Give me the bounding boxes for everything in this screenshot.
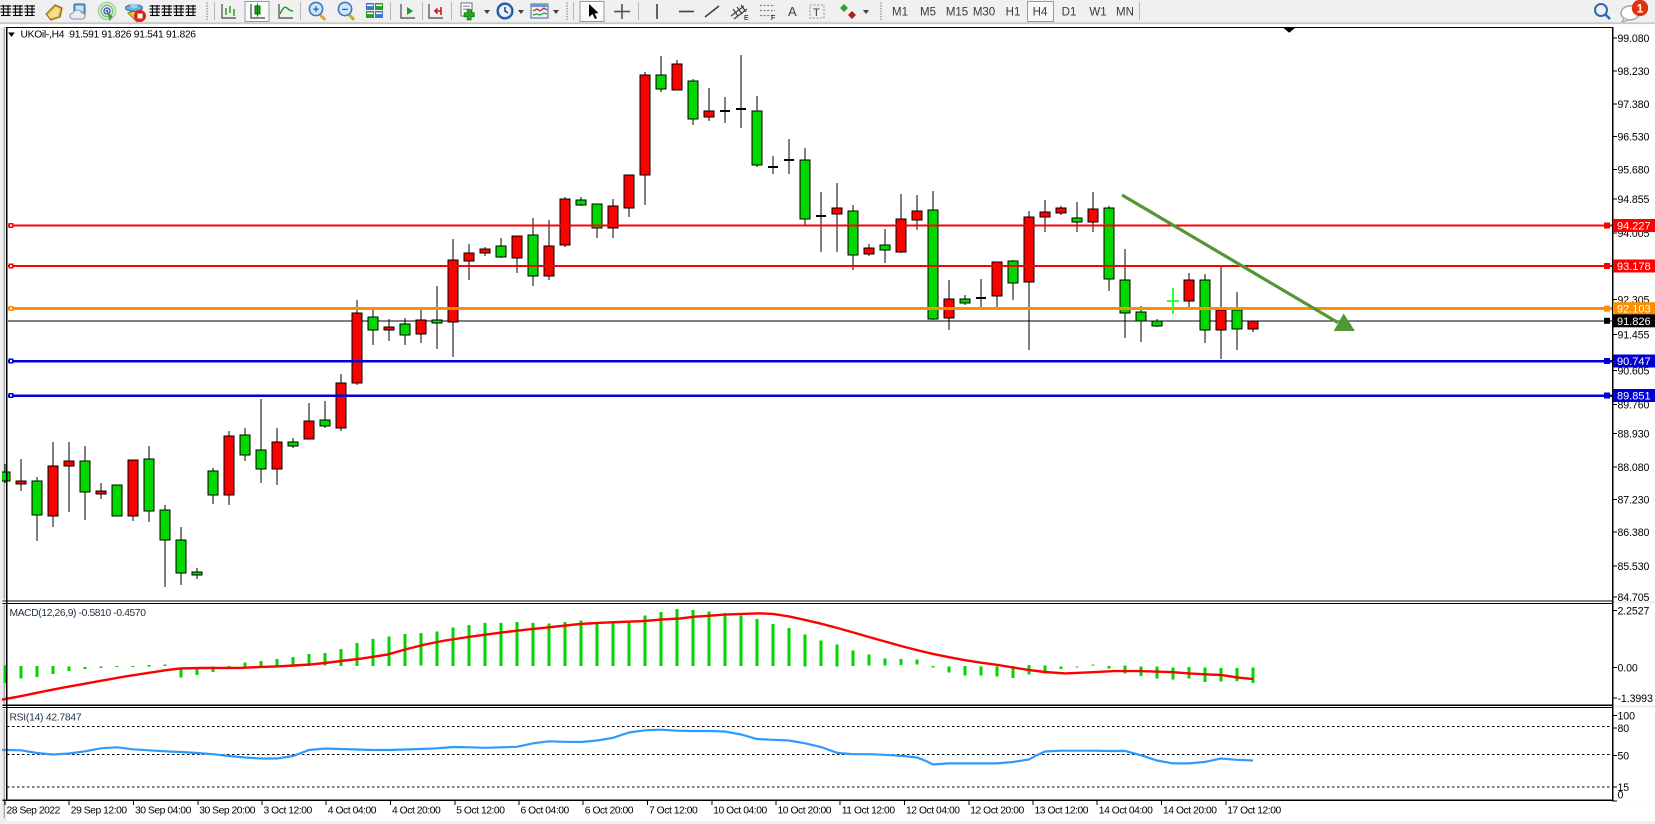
svg-text:2.2527: 2.2527 xyxy=(1618,605,1650,617)
svg-text:100: 100 xyxy=(1618,711,1636,723)
svg-text:M1: M1 xyxy=(892,7,908,19)
svg-text:H1: H1 xyxy=(1006,7,1021,19)
svg-text:50: 50 xyxy=(1618,751,1630,763)
svg-text:0: 0 xyxy=(1618,790,1624,802)
svg-text:10 Oct 04:00: 10 Oct 04:00 xyxy=(713,806,767,817)
svg-text:12 Oct 20:00: 12 Oct 20:00 xyxy=(970,806,1024,817)
svg-text:T: T xyxy=(813,7,820,19)
svg-text:93.178: 93.178 xyxy=(1617,261,1651,273)
svg-text:5 Oct 12:00: 5 Oct 12:00 xyxy=(456,806,505,817)
svg-text:28 Sep 2022: 28 Sep 2022 xyxy=(7,806,61,817)
svg-text:95.680: 95.680 xyxy=(1618,165,1650,177)
svg-text:89.851: 89.851 xyxy=(1617,391,1651,403)
svg-text:MACD(12,26,9) -0.5810 -0.4570: MACD(12,26,9) -0.5810 -0.4570 xyxy=(10,608,147,619)
svg-text:−: − xyxy=(342,4,348,16)
svg-text:-1.3993: -1.3993 xyxy=(1618,693,1653,705)
svg-text:12 Oct 04:00: 12 Oct 04:00 xyxy=(906,806,960,817)
svg-text:+: + xyxy=(313,4,319,16)
svg-text:98.230: 98.230 xyxy=(1618,66,1650,78)
svg-text:29 Sep 12:00: 29 Sep 12:00 xyxy=(71,806,128,817)
svg-text:F: F xyxy=(771,15,775,22)
svg-text:96.530: 96.530 xyxy=(1618,132,1650,144)
svg-text:A: A xyxy=(788,4,797,19)
svg-text:M15: M15 xyxy=(946,7,968,19)
svg-text:84.705: 84.705 xyxy=(1618,592,1650,604)
svg-text:H4: H4 xyxy=(1033,7,1048,19)
svg-text:4 Oct 04:00: 4 Oct 04:00 xyxy=(328,806,377,817)
svg-text:RSI(14) 42.7847: RSI(14) 42.7847 xyxy=(10,713,82,724)
svg-text:7 Oct 12:00: 7 Oct 12:00 xyxy=(649,806,698,817)
svg-text:94.227: 94.227 xyxy=(1617,221,1651,233)
svg-text:UKOil-,H4 91.591 91.826 91.54: UKOil-,H4 91.591 91.826 91.541 91.826 xyxy=(21,29,197,40)
svg-text:6 Oct 20:00: 6 Oct 20:00 xyxy=(585,806,634,817)
svg-text:4 Oct 20:00: 4 Oct 20:00 xyxy=(392,806,441,817)
svg-text:14 Oct 04:00: 14 Oct 04:00 xyxy=(1099,806,1153,817)
svg-text:17 Oct 12:00: 17 Oct 12:00 xyxy=(1227,806,1281,817)
svg-text:30 Sep 20:00: 30 Sep 20:00 xyxy=(199,806,256,817)
svg-text:13 Oct 12:00: 13 Oct 12:00 xyxy=(1035,806,1089,817)
svg-text:86.380: 86.380 xyxy=(1618,527,1650,539)
svg-text:94.855: 94.855 xyxy=(1618,194,1650,206)
svg-text:1: 1 xyxy=(1637,2,1644,16)
svg-text:97.380: 97.380 xyxy=(1618,99,1650,111)
svg-text:89.760: 89.760 xyxy=(1618,400,1650,412)
svg-text:E: E xyxy=(744,15,749,22)
svg-text:3 Oct 12:00: 3 Oct 12:00 xyxy=(264,806,313,817)
svg-text:10 Oct 20:00: 10 Oct 20:00 xyxy=(778,806,832,817)
svg-text:11 Oct 12:00: 11 Oct 12:00 xyxy=(842,806,896,817)
svg-text:88.930: 88.930 xyxy=(1618,428,1650,440)
svg-text:30 Sep 04:00: 30 Sep 04:00 xyxy=(135,806,192,817)
svg-text:M5: M5 xyxy=(920,7,936,19)
svg-text:6 Oct 04:00: 6 Oct 04:00 xyxy=(521,806,570,817)
svg-text:90.605: 90.605 xyxy=(1618,366,1650,378)
svg-text:0.00: 0.00 xyxy=(1618,663,1638,675)
svg-text:88.080: 88.080 xyxy=(1618,462,1650,474)
svg-text:91.826: 91.826 xyxy=(1617,316,1651,328)
svg-text:91.455: 91.455 xyxy=(1618,330,1650,342)
svg-text:W1: W1 xyxy=(1089,7,1106,19)
svg-text:MN: MN xyxy=(1116,7,1134,19)
svg-text:D1: D1 xyxy=(1062,7,1077,19)
svg-text:15: 15 xyxy=(1618,782,1630,794)
svg-text:92.103: 92.103 xyxy=(1617,304,1651,316)
svg-text:85.530: 85.530 xyxy=(1618,561,1650,573)
svg-text:99.080: 99.080 xyxy=(1618,33,1650,45)
svg-text:80: 80 xyxy=(1618,723,1630,735)
svg-text:87.230: 87.230 xyxy=(1618,494,1650,506)
svg-text:14 Oct 20:00: 14 Oct 20:00 xyxy=(1163,806,1217,817)
svg-text:M30: M30 xyxy=(973,7,995,19)
svg-text:90.747: 90.747 xyxy=(1617,356,1651,368)
